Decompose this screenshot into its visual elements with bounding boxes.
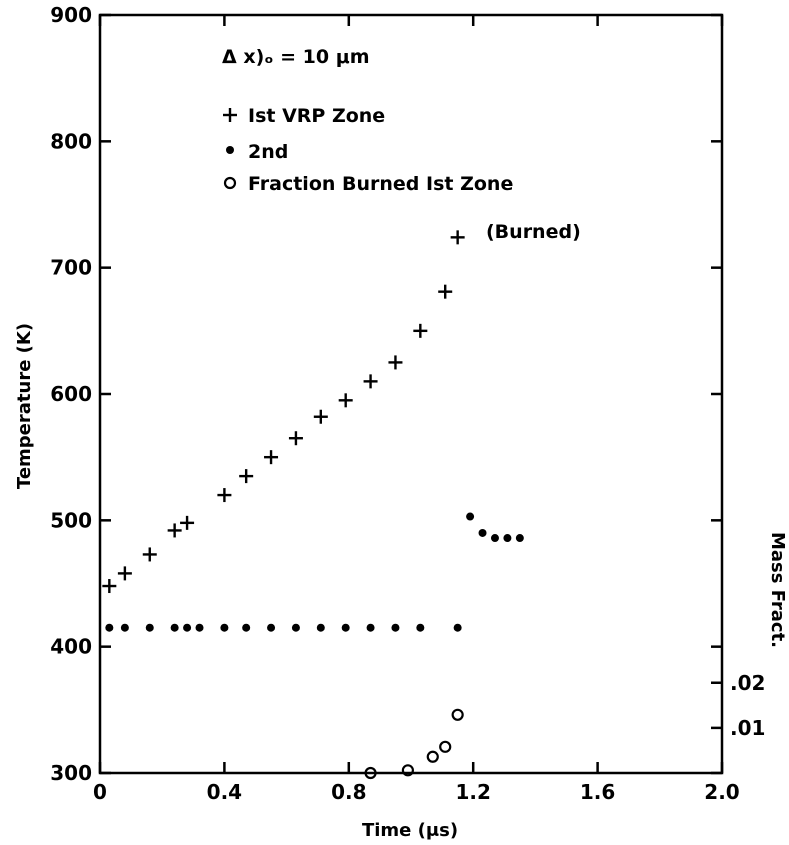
- x-tick-label: 0: [93, 780, 107, 804]
- y-tick-label: 400: [50, 635, 92, 659]
- data-point-dot: [145, 623, 154, 632]
- data-point-dot: [466, 512, 475, 521]
- data-point-dot: [267, 623, 276, 632]
- x-tick-label: 2.0: [704, 780, 739, 804]
- data-point-dot: [220, 623, 229, 632]
- x-tick-label: 1.2: [455, 780, 490, 804]
- data-point-plus: [338, 393, 353, 408]
- data-point-dot: [453, 623, 462, 632]
- data-point-circle: [451, 708, 464, 721]
- legend-label-second: 2nd: [248, 141, 288, 163]
- x-tick-label: 1.6: [580, 780, 615, 804]
- right-tick-label: .01: [730, 716, 765, 740]
- y-tick-label: 900: [50, 3, 92, 27]
- data-point-dot: [503, 534, 512, 543]
- data-point-plus: [142, 547, 157, 562]
- data-point-circle: [401, 764, 414, 777]
- right-axis-title: Mass Fract.: [767, 532, 788, 648]
- data-point-plus: [117, 566, 132, 581]
- legend-plus-icon: [223, 108, 237, 122]
- x-tick-label: 0.8: [331, 780, 366, 804]
- data-point-plus: [239, 469, 254, 484]
- legend-marker-plus: [223, 108, 237, 122]
- y-tick-label: 600: [50, 382, 92, 406]
- legend-dot-icon: [226, 146, 234, 154]
- data-point-plus: [288, 431, 303, 446]
- data-point-circle: [439, 740, 452, 753]
- data-point-plus: [450, 230, 465, 245]
- data-point-dot: [515, 534, 524, 543]
- data-point-dot: [366, 623, 375, 632]
- legend-marker-circle: [223, 176, 237, 190]
- y-axis-title: Temperature (K): [14, 323, 35, 489]
- data-point-plus: [102, 579, 117, 594]
- data-point-dot: [195, 623, 204, 632]
- y-tick-label: 500: [50, 508, 92, 532]
- data-point-dot: [291, 623, 300, 632]
- data-point-plus: [388, 355, 403, 370]
- data-point-dot: [120, 623, 129, 632]
- x-axis-title: Time (μs): [362, 820, 458, 841]
- plot-frame: [98, 13, 724, 775]
- data-point-dot: [105, 623, 114, 632]
- data-point-dot: [242, 623, 251, 632]
- data-point-plus: [217, 488, 232, 503]
- y-tick-label: 800: [50, 129, 92, 153]
- annotation-param: Δ x)ₒ = 10 μm: [222, 46, 370, 68]
- data-point-plus: [180, 515, 195, 530]
- data-point-plus: [313, 409, 328, 424]
- annotation-burned: (Burned): [486, 221, 581, 243]
- x-tick-label: 0.4: [207, 780, 242, 804]
- data-point-dot: [316, 623, 325, 632]
- legend-label-first-zone: Ist VRP Zone: [248, 105, 385, 127]
- data-point-plus: [363, 374, 378, 389]
- data-point-dot: [490, 534, 499, 543]
- legend-marker-dot: [226, 146, 234, 154]
- data-point-circle: [364, 766, 377, 780]
- data-point-plus: [264, 450, 279, 465]
- data-point-circle: [426, 750, 439, 763]
- data-point-dot: [183, 623, 192, 632]
- y-tick-label: 700: [50, 256, 92, 280]
- legend: Ist VRP Zone 2nd Fraction Burned Ist Zon…: [223, 105, 513, 195]
- y-tick-label: 300: [50, 761, 92, 785]
- data-point-dot: [416, 623, 425, 632]
- data-point-dot: [170, 623, 179, 632]
- right-tick-label: .02: [730, 671, 765, 695]
- data-point-plus: [438, 284, 453, 299]
- legend-circle-icon: [223, 176, 237, 190]
- data-point-plus: [413, 323, 428, 338]
- data-point-dot: [478, 528, 487, 537]
- data-point-dot: [391, 623, 400, 632]
- data-point-dot: [341, 623, 350, 632]
- legend-label-fraction: Fraction Burned Ist Zone: [248, 173, 513, 195]
- data-point-plus: [167, 523, 182, 538]
